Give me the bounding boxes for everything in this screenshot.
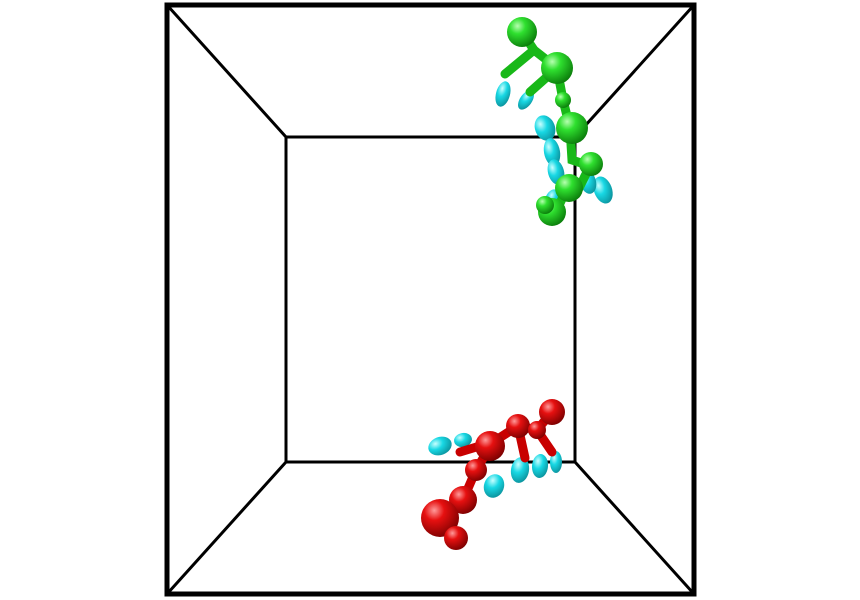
green-chain-dipoles	[495, 81, 613, 211]
dipole-ellipsoid	[428, 436, 452, 456]
box-wireframe	[164, 2, 697, 597]
dipole-ellipsoid	[550, 451, 562, 473]
dipole-ellipsoid	[495, 81, 511, 107]
bead	[528, 421, 546, 439]
red-chain	[421, 399, 565, 550]
bead	[555, 174, 583, 202]
red-chain-beads	[421, 399, 565, 550]
bead	[541, 52, 573, 84]
bead	[536, 196, 554, 214]
bond	[500, 45, 539, 79]
bead	[444, 526, 468, 550]
box-edge-top-right	[573, 3, 696, 139]
dipole-ellipsoid	[454, 432, 472, 448]
red-chain-dipoles	[428, 432, 562, 498]
box-edge-bottom-left	[165, 460, 288, 596]
bead	[475, 431, 505, 461]
box-front-face	[164, 2, 697, 597]
dipole-ellipsoid	[510, 457, 530, 483]
dipole-ellipsoid	[534, 115, 556, 141]
bead	[555, 92, 571, 108]
box-edge-bottom-right	[573, 460, 696, 596]
green-chain-beads	[507, 17, 603, 226]
box-edge-top-left	[165, 3, 288, 139]
bead	[507, 17, 537, 47]
bead	[539, 399, 565, 425]
bead	[506, 414, 530, 438]
bead	[556, 112, 588, 144]
dipole-ellipsoid	[483, 474, 505, 498]
green-chain	[495, 17, 613, 226]
bead	[579, 152, 603, 176]
dipole-ellipsoid	[531, 454, 549, 478]
bead	[449, 486, 477, 514]
bead	[465, 459, 487, 481]
dipole-ellipsoid	[543, 138, 561, 166]
box-back-face	[284, 135, 577, 464]
bead	[421, 499, 459, 537]
dipole-ellipsoid	[593, 176, 613, 204]
